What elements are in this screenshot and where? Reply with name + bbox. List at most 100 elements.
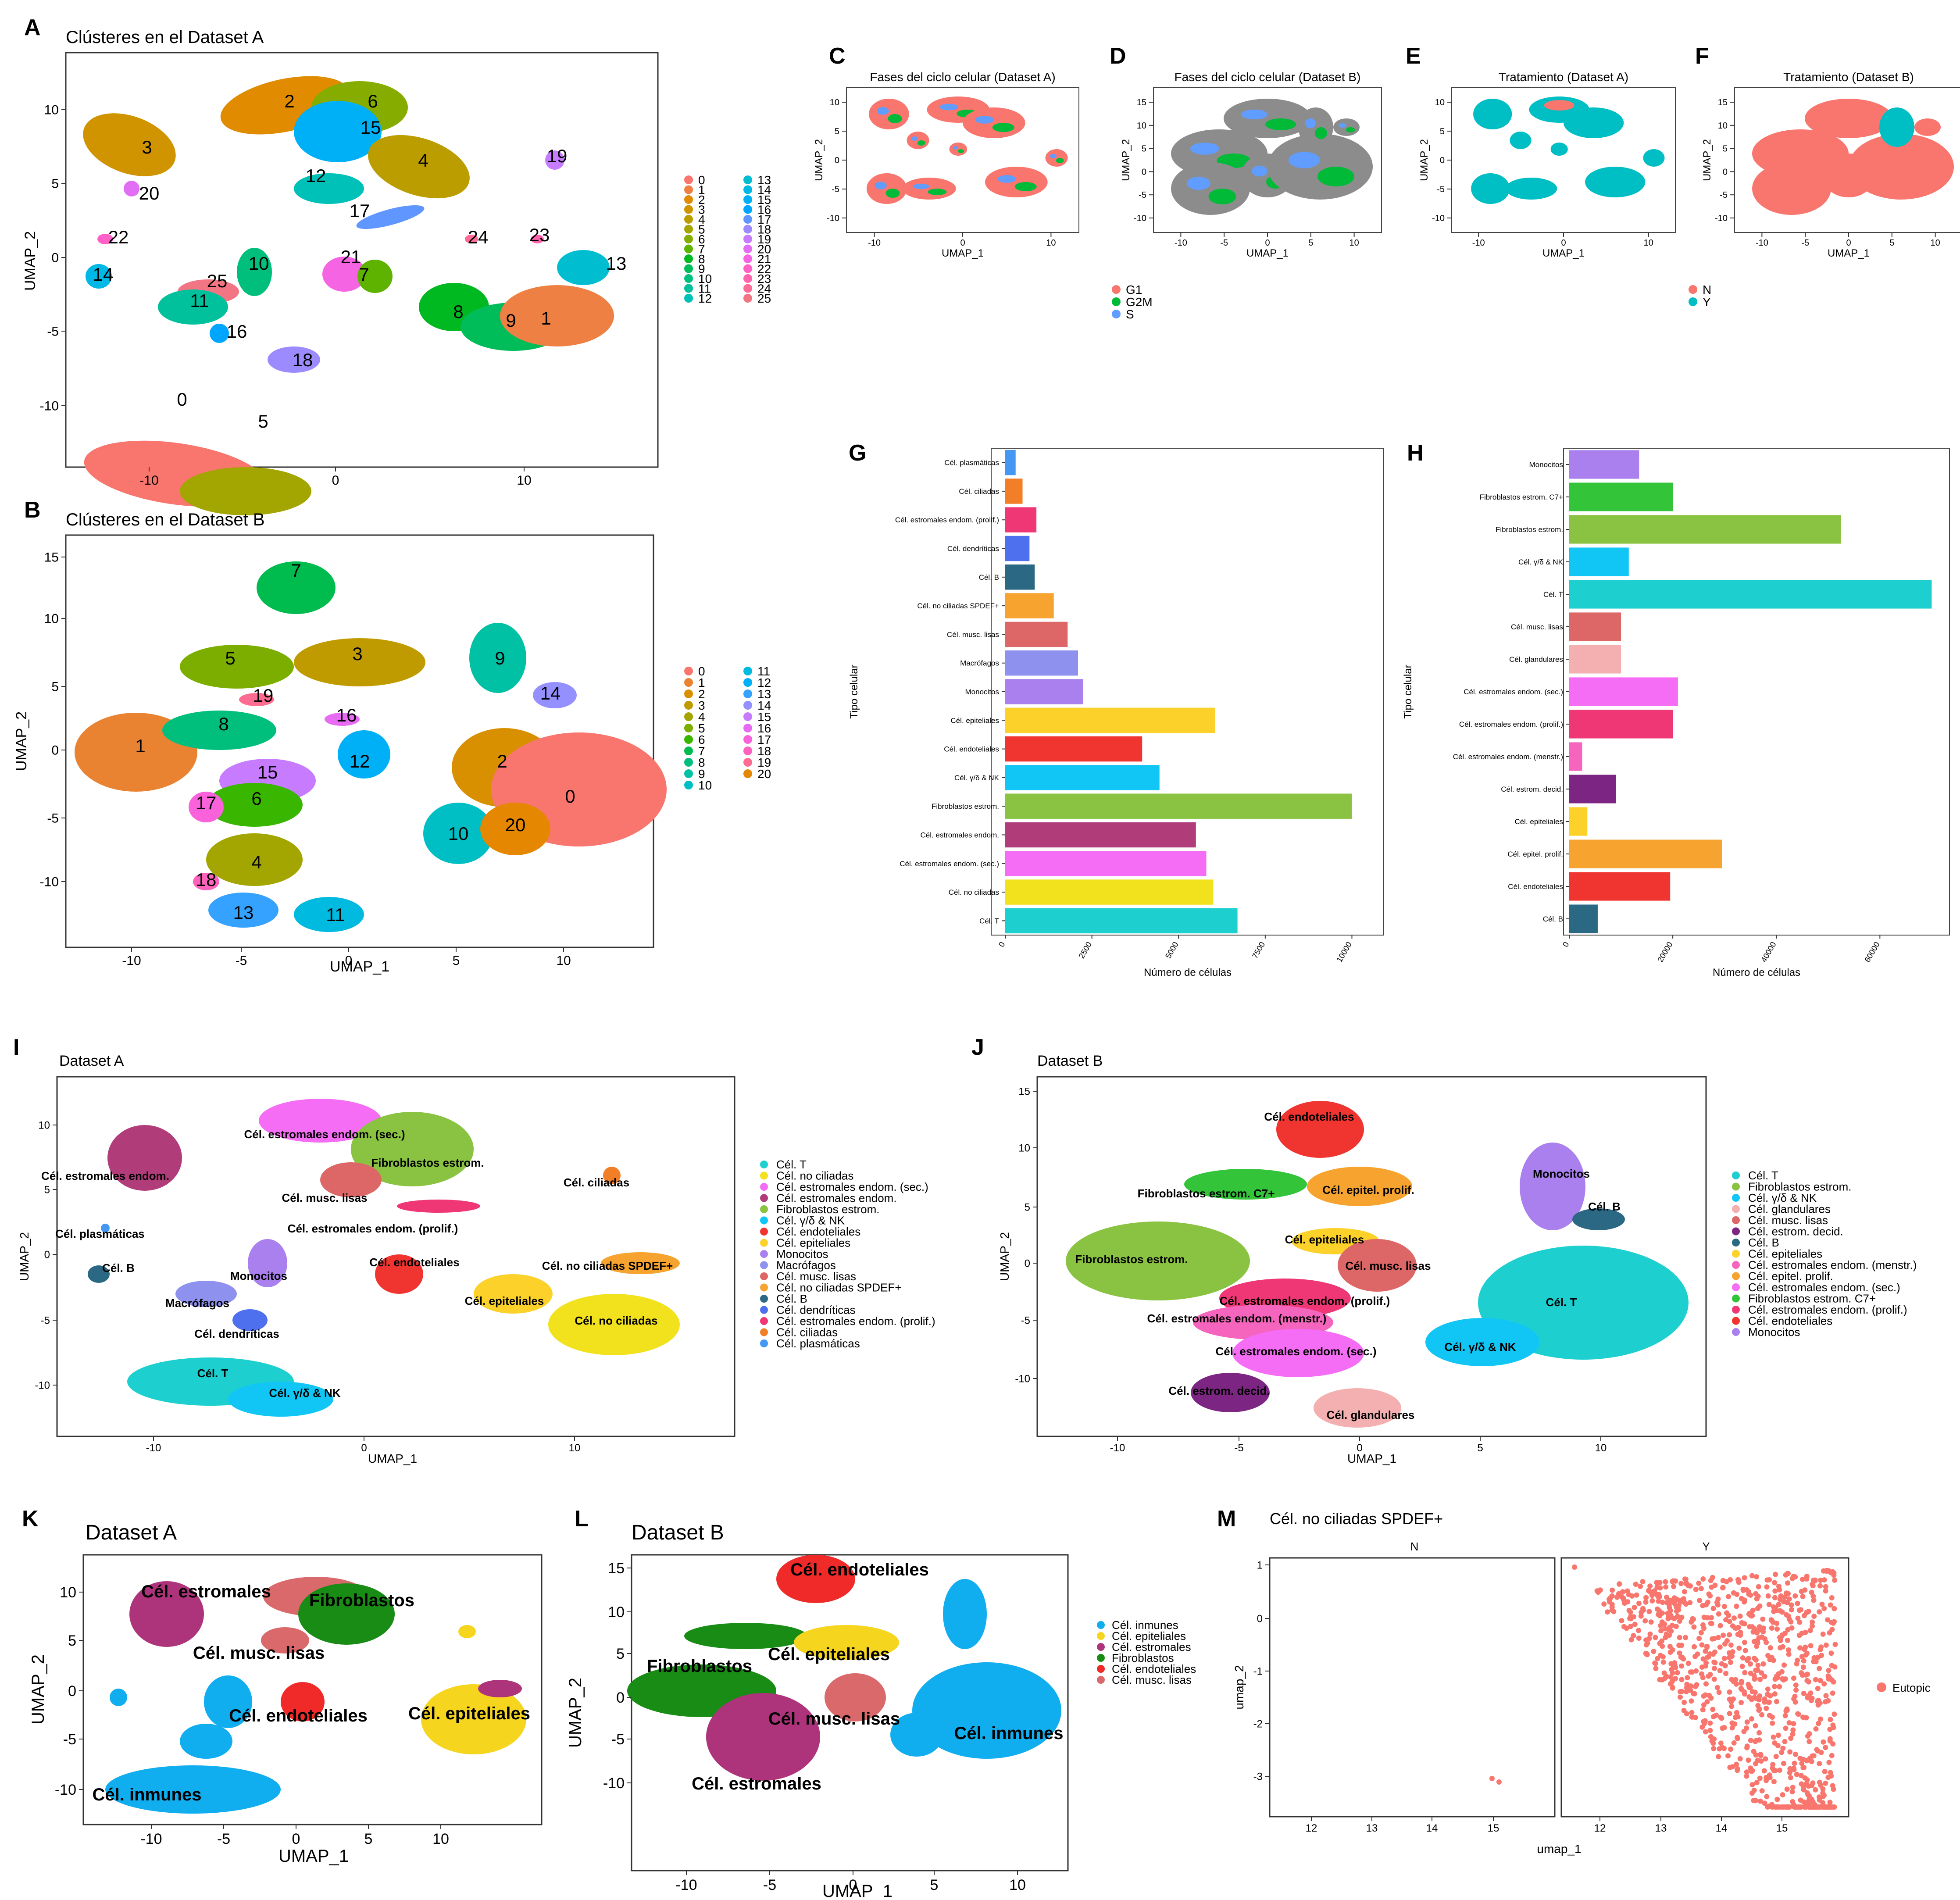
point	[1724, 1638, 1730, 1643]
panel-a-legend: 0123456789101112131415161718192021222324…	[684, 173, 771, 305]
legend-label: 11	[698, 282, 711, 296]
bar	[1005, 851, 1207, 876]
point	[1710, 1606, 1716, 1611]
y-tick-label: 5	[1142, 144, 1146, 154]
umap-cell-group	[975, 116, 994, 124]
point	[1640, 1579, 1646, 1585]
cluster-label-7: 7	[359, 264, 369, 285]
legend-label: G2M	[1126, 295, 1153, 309]
panel-letter-f: F	[1695, 43, 1709, 69]
cell-type-label: Cél. endoteliales	[1264, 1110, 1354, 1123]
point	[1772, 1580, 1778, 1586]
cluster-label-20: 20	[139, 183, 160, 204]
x-tick-label: -10	[146, 1442, 161, 1454]
cell-type-label: Cél. no ciliadas	[575, 1314, 657, 1327]
point	[1797, 1645, 1803, 1651]
point	[1782, 1739, 1788, 1744]
cluster-label-13: 13	[606, 253, 627, 274]
point	[1690, 1616, 1696, 1621]
bar	[1005, 822, 1196, 848]
category-label: Monocitos	[965, 688, 999, 696]
point	[1808, 1643, 1814, 1649]
cell-type-label: Cél. epiteliales	[1285, 1233, 1364, 1246]
cluster-label-2: 2	[284, 91, 294, 111]
y-tick-label: 5	[44, 1184, 50, 1196]
point	[1723, 1617, 1729, 1623]
legend-key	[743, 274, 752, 283]
point	[1742, 1670, 1748, 1675]
point	[1572, 1564, 1577, 1570]
point	[1701, 1614, 1707, 1620]
legend-key	[684, 205, 693, 214]
point	[1764, 1706, 1769, 1711]
point	[1762, 1674, 1767, 1679]
y-tick-label: -10	[1432, 214, 1445, 223]
point	[1700, 1576, 1706, 1582]
point	[1643, 1599, 1649, 1605]
legend-label: Monocitos	[776, 1247, 828, 1261]
legend-key	[684, 758, 693, 767]
legend-label: Cél. γ/δ & NK	[776, 1214, 845, 1227]
legend-key	[743, 769, 752, 778]
point	[1792, 1751, 1798, 1757]
point	[1757, 1707, 1762, 1712]
x-tick-label: 0	[345, 954, 353, 968]
panel-g-bars: 0 2500 5000 7500 10000 Cél. plasmáticas Cél. c…	[895, 450, 1353, 964]
cluster-3	[83, 113, 176, 176]
x-tick-label: 10	[569, 1442, 581, 1454]
y-tick-label: -10	[35, 1379, 50, 1391]
point	[1657, 1594, 1663, 1600]
point	[1753, 1752, 1759, 1758]
cluster-label-4: 4	[251, 852, 261, 872]
point	[1689, 1669, 1694, 1675]
point	[1760, 1661, 1766, 1667]
legend-key	[1689, 297, 1697, 306]
point	[1809, 1759, 1814, 1764]
point	[1813, 1677, 1818, 1682]
point	[1824, 1568, 1830, 1573]
point	[1705, 1600, 1711, 1605]
category-label: Cél. T	[1543, 590, 1563, 599]
panel-j-xlabel: UMAP_1	[1347, 1452, 1396, 1465]
point	[1636, 1636, 1642, 1641]
category-label: Cél. endoteliales	[944, 745, 999, 754]
umap-cell-group	[888, 114, 902, 123]
umap-cell-group	[1315, 127, 1327, 139]
cell-type-cluster	[1314, 1388, 1401, 1428]
cluster-label-2: 2	[497, 751, 507, 771]
panel-l-title: Dataset B	[632, 1521, 724, 1544]
point	[1640, 1606, 1646, 1611]
x-tick-label: -5	[236, 954, 247, 968]
point	[1636, 1600, 1642, 1606]
point	[1696, 1580, 1702, 1586]
point	[1685, 1675, 1690, 1681]
cluster-4	[206, 833, 303, 886]
point	[1622, 1600, 1628, 1606]
legend-key	[1732, 1182, 1740, 1191]
point	[1831, 1804, 1837, 1810]
cluster-label-18: 18	[293, 350, 313, 370]
point	[1749, 1613, 1754, 1619]
point	[1781, 1599, 1787, 1605]
legend-key	[1097, 1643, 1105, 1651]
y-tick-label: -5	[1437, 185, 1445, 194]
category-label: Fibroblastos estrom. C7+	[1480, 493, 1563, 501]
panels-c-to-f: C Fases del ciclo celular (Dataset A) -10 0…	[813, 43, 1960, 321]
legend-label: 25	[757, 292, 771, 305]
cluster-12	[338, 730, 390, 779]
point	[1749, 1624, 1755, 1630]
point	[1660, 1659, 1666, 1665]
point	[1821, 1606, 1827, 1611]
point	[1799, 1781, 1804, 1787]
category-label: Cél. endoteliales	[1508, 882, 1563, 891]
legend-key	[760, 1250, 768, 1258]
x-tick-label: 10	[517, 473, 531, 488]
x-tick-label: 0	[1357, 1442, 1362, 1454]
point	[1734, 1710, 1739, 1715]
panel-k-title: Dataset A	[86, 1521, 177, 1544]
legend-label: 10	[698, 272, 712, 286]
cell-type-label: Cél. inmunes	[93, 1785, 202, 1804]
y-tick-label: -5	[1021, 1314, 1030, 1326]
point	[1734, 1761, 1739, 1767]
